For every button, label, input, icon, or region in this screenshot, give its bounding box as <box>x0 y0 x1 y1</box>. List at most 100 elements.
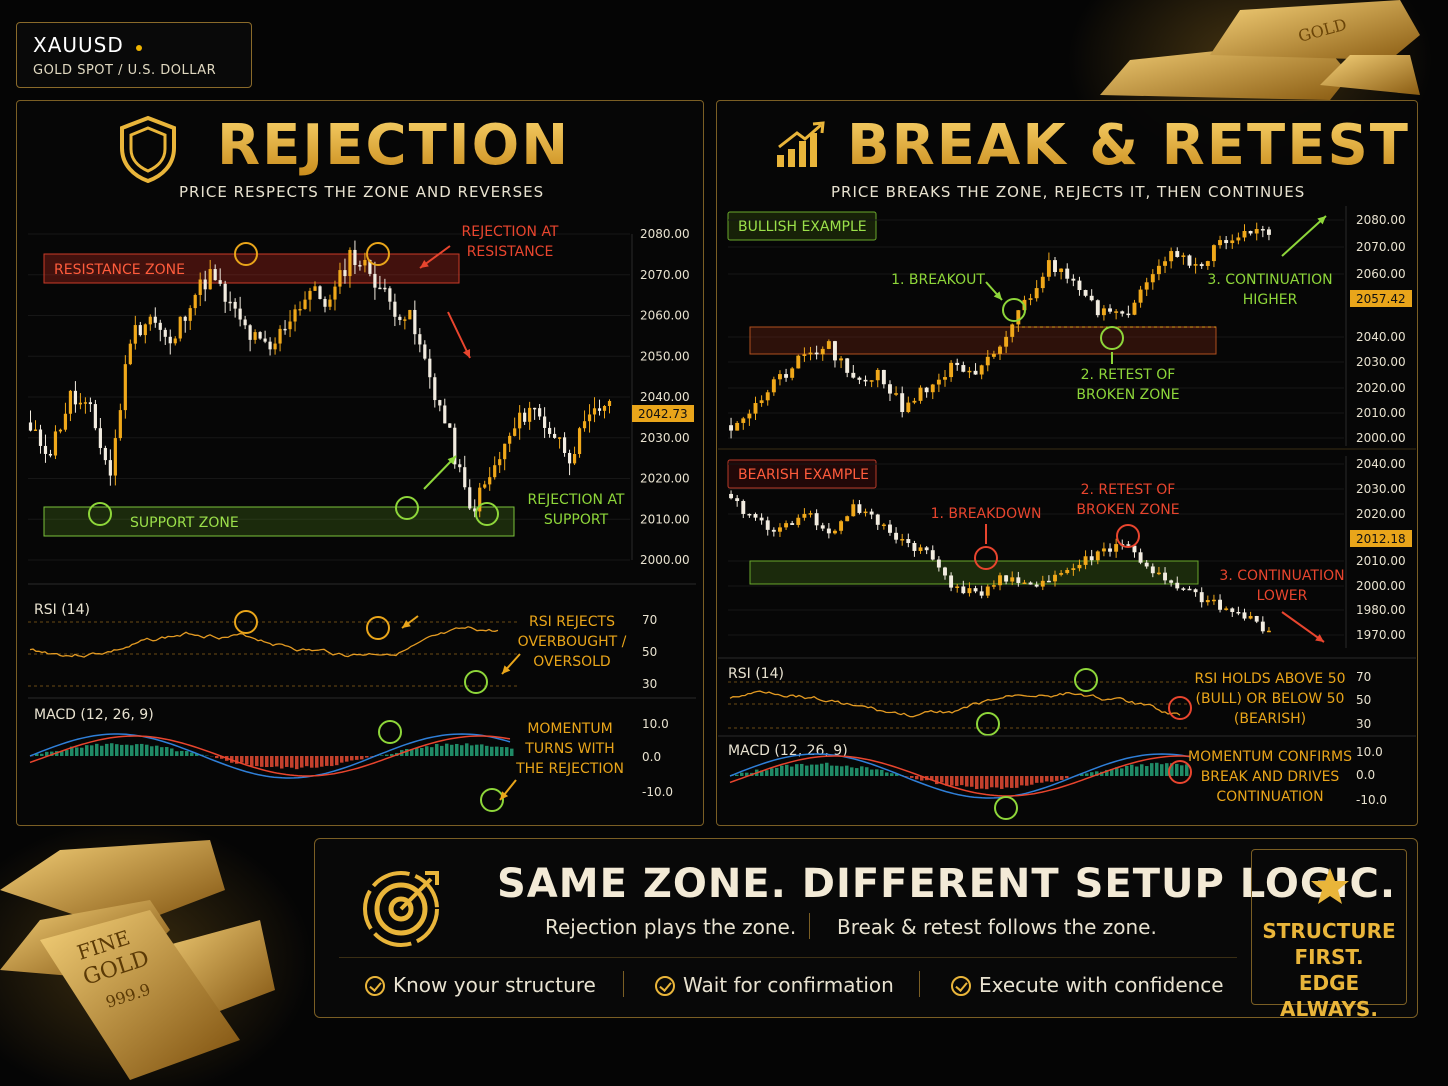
rejection-subtitle: PRICE RESPECTS THE ZONE AND REVERSES <box>179 183 545 201</box>
macd-histogram-bar <box>410 749 414 756</box>
macd-histogram-bar <box>1135 766 1139 776</box>
candle-body <box>582 421 587 429</box>
candle-body <box>303 299 307 309</box>
candle-body <box>790 368 795 378</box>
macd-histogram-bar <box>1155 762 1159 776</box>
candle-body <box>857 377 862 380</box>
candle-body <box>991 353 996 357</box>
candle-body <box>1236 237 1241 241</box>
candle-body <box>918 547 923 551</box>
candle-body <box>765 392 770 401</box>
macd-histogram-bar <box>1160 764 1164 776</box>
candle-body <box>771 529 776 532</box>
bearish-axis-tick-label: 2030.00 <box>1356 482 1406 496</box>
slogan-heading: SAME ZONE. DIFFERENT SETUP LOGIC. <box>497 861 1397 907</box>
candle-body <box>43 445 48 454</box>
candle-body <box>518 412 522 429</box>
candle-body <box>28 422 33 431</box>
candle-body <box>845 516 850 522</box>
macd-histogram-bar <box>60 751 64 756</box>
candle-body <box>348 249 352 277</box>
candle-body <box>985 356 990 366</box>
macd-histogram-bar <box>1065 776 1069 779</box>
macd-histogram-bar <box>345 756 349 762</box>
highlight-circle <box>480 788 504 812</box>
highlight-circle <box>88 502 112 526</box>
candle-body <box>729 493 734 499</box>
candle-body <box>557 437 562 439</box>
macd-histogram-bar <box>125 744 129 756</box>
macd-histogram-bar <box>245 756 249 765</box>
annotation-arrowhead <box>462 349 471 358</box>
candle-body <box>363 259 367 266</box>
rsi-line <box>729 690 1181 718</box>
candle-body <box>1089 556 1094 561</box>
macd-histogram-bar <box>745 772 749 776</box>
macd-histogram-bar <box>825 762 829 776</box>
candle-body <box>735 422 740 431</box>
macd-histogram-bar <box>935 776 939 785</box>
macd-histogram-bar <box>840 766 844 776</box>
macd-histogram-bar <box>415 747 419 756</box>
candle-body <box>488 477 492 485</box>
annotation-arrowhead <box>1317 216 1326 225</box>
current-price-label: 2042.73 <box>638 407 688 421</box>
candle-body <box>313 286 317 291</box>
macd-histogram-bar <box>915 776 919 780</box>
candle-body <box>398 316 402 321</box>
candle-body <box>113 438 117 476</box>
macd-histogram-bar <box>1180 765 1184 776</box>
candle-body <box>1089 295 1094 301</box>
candle-body <box>213 269 217 281</box>
macd-histogram-bar <box>280 756 284 769</box>
divider <box>623 971 624 997</box>
candle-body <box>562 437 567 453</box>
resistance-zone <box>43 253 460 284</box>
candle-body <box>493 465 497 478</box>
candle-body <box>233 301 237 309</box>
ticker-pair: GOLD SPOT / U.S. DOLLAR <box>33 63 217 78</box>
annotation-rejection-support: SUPPORT <box>544 512 609 528</box>
candle-body <box>851 372 856 378</box>
candle-body <box>900 539 905 541</box>
macd-histogram-bar <box>1100 771 1104 776</box>
highlight-circle <box>395 496 419 520</box>
candle-body <box>802 513 807 518</box>
candle-body <box>845 358 850 373</box>
resistance-zone-label: RESISTANCE ZONE <box>54 262 185 278</box>
candle-body <box>153 316 157 323</box>
candle-body <box>1016 577 1021 583</box>
candle-body <box>1187 588 1192 591</box>
macd-histogram-bar <box>270 756 274 768</box>
current-price-label: 2012.18 <box>1356 532 1406 546</box>
growth-chart-icon <box>777 121 825 167</box>
candle-body <box>771 379 776 393</box>
bullish-axis-tick-label: 2010.00 <box>1356 406 1406 420</box>
macd-histogram-bar <box>1150 763 1154 776</box>
candle-body <box>826 341 831 349</box>
candle-body <box>1108 308 1112 312</box>
bearish-axis-tick-label: 2040.00 <box>1356 457 1406 471</box>
candle-body <box>1169 580 1174 583</box>
candle-body <box>796 517 801 525</box>
macd-histogram-bar <box>190 752 194 756</box>
macd-histogram-bar <box>895 773 899 776</box>
macd-histogram-bar <box>860 766 864 776</box>
candle-body <box>930 550 935 560</box>
candle-body <box>1083 556 1088 565</box>
rejection-axis-tick-label: 2080.00 <box>640 227 690 241</box>
bullish-axis-tick-label: 2060.00 <box>1356 267 1406 281</box>
candle-body <box>383 287 387 290</box>
macd-histogram-bar <box>425 746 429 756</box>
gold-bar-shape <box>40 910 240 1080</box>
candle-body <box>1101 308 1106 316</box>
annotation-arrowhead <box>447 456 456 465</box>
macd-histogram-bar <box>490 746 494 756</box>
candle-body <box>1218 599 1223 610</box>
candle-body <box>228 301 232 304</box>
candle-body <box>1193 589 1198 593</box>
macd-histogram-bar <box>255 756 259 767</box>
candle-body <box>802 354 807 356</box>
candle-body <box>1150 566 1155 574</box>
candle-body <box>912 400 917 403</box>
